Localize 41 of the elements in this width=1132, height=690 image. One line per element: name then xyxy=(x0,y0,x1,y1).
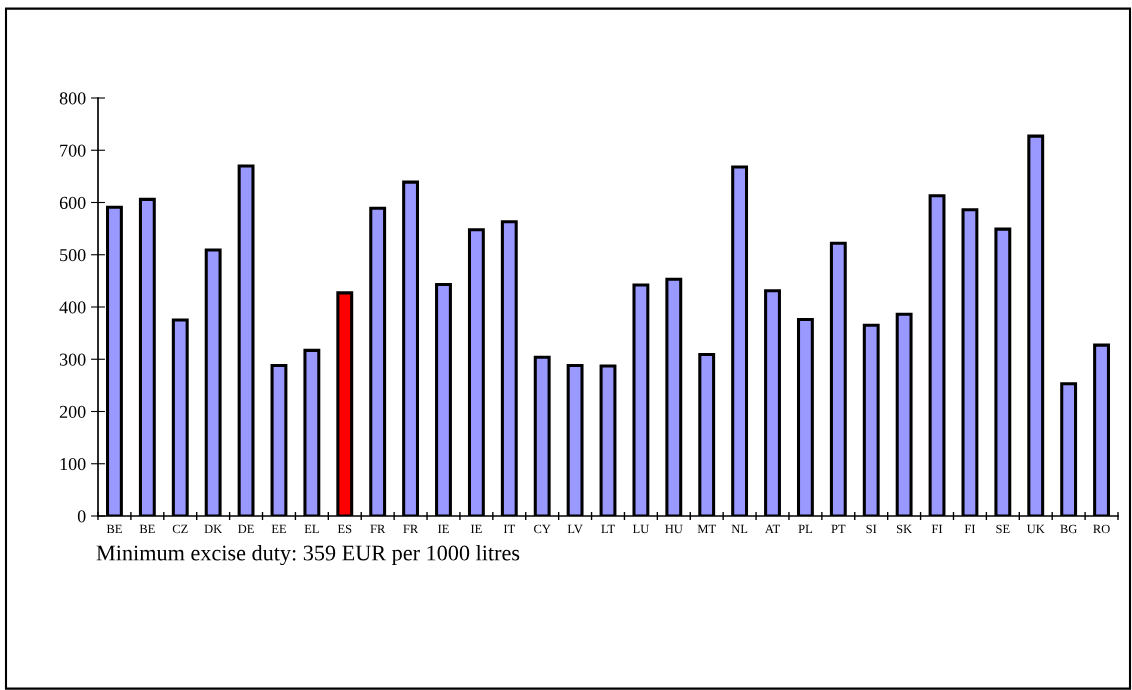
x-tick-label: PL xyxy=(798,524,812,534)
x-tick-label: BG xyxy=(1060,524,1077,534)
x-tick-label: DE xyxy=(238,524,254,534)
y-tick-label: 0 xyxy=(77,510,86,523)
x-tick-label: FI xyxy=(931,524,943,534)
x-tick-label: MT xyxy=(697,524,716,534)
x-tick-label: LT xyxy=(601,524,615,534)
text: Minimum excise duty: 359 EUR per 1000 litres xyxy=(96,544,520,566)
x-tick-label: LU xyxy=(632,524,649,534)
x-tick-label: EE xyxy=(271,524,286,534)
x-tick-label: RO xyxy=(1093,524,1110,534)
x-tick-label: CZ xyxy=(172,524,188,534)
x-tick-label: LV xyxy=(567,524,583,534)
x-tick-label: HU xyxy=(665,524,683,534)
x-tick-label: SE xyxy=(996,524,1010,534)
x-tick-label: FR xyxy=(370,524,386,534)
x-tick-label: IE xyxy=(470,524,482,534)
y-tick-label: 600 xyxy=(59,196,86,209)
x-tick-label: SI xyxy=(866,524,877,534)
x-tick-label: IE xyxy=(438,524,449,534)
x-tick-label: CY xyxy=(534,524,551,534)
x-tick-label: SK xyxy=(896,524,912,534)
x-tick-label: IT xyxy=(503,524,515,534)
y-tick-label: 200 xyxy=(59,405,86,418)
x-tick-label: BE xyxy=(139,524,155,534)
x-tick-label: FR xyxy=(403,524,419,534)
x-tick-label: UK xyxy=(1026,524,1045,534)
x-tick-label: AT xyxy=(765,524,780,534)
y-tick-label: 800 xyxy=(59,92,86,105)
y-tick-label: 500 xyxy=(60,249,86,262)
x-tick-label: BE xyxy=(106,524,122,534)
x-tick-label: PT xyxy=(831,524,846,534)
y-tick-label: 100 xyxy=(60,458,86,471)
y-tick-label: 300 xyxy=(59,353,86,366)
x-tick-label: ES xyxy=(337,524,352,534)
x-tick-label: NL xyxy=(731,524,748,534)
x-tick-label: FI xyxy=(964,524,976,534)
y-tick-label: 400 xyxy=(59,301,86,314)
y-tick-label: 700 xyxy=(60,144,86,157)
x-tick-label: EL xyxy=(304,524,319,534)
x-tick-label: DK xyxy=(204,524,223,534)
